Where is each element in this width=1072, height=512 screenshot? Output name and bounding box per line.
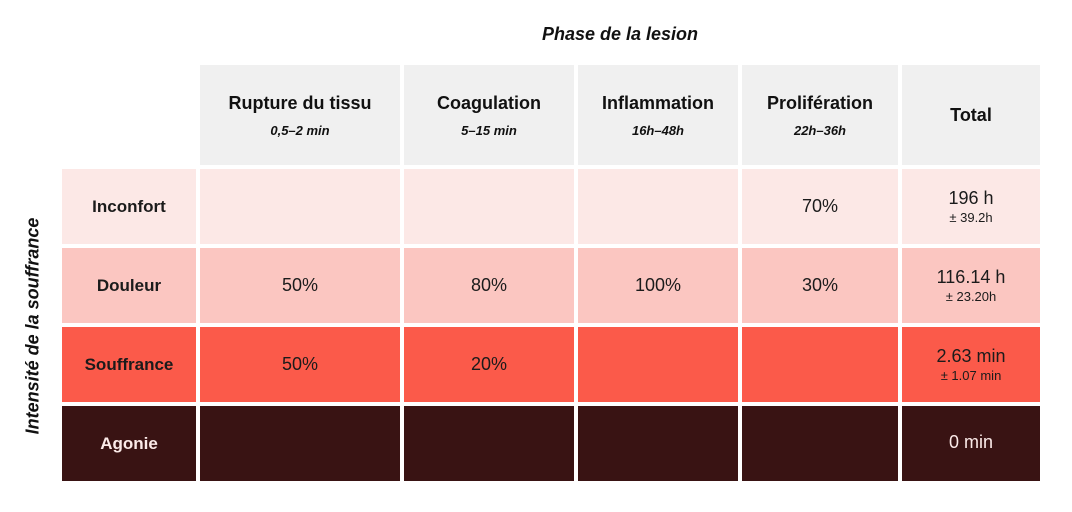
- heatmap-cell: 80%: [404, 248, 574, 323]
- column-header-inflammation: Inflammation 16h–48h: [578, 65, 738, 165]
- column-header-proliferation: Prolifération 22h–36h: [742, 65, 898, 165]
- total-error: ± 23.20h: [945, 289, 997, 304]
- total-value: 196 h: [948, 188, 994, 208]
- row-label-souffrance: Souffrance: [62, 327, 196, 402]
- total-cell: 0 min: [902, 406, 1040, 481]
- heatmap-cell: 100%: [578, 248, 738, 323]
- heatmap-cell: [200, 169, 400, 244]
- total-error: ± 1.07 min: [940, 368, 1002, 383]
- total-cell: 196 h ± 39.2h: [902, 169, 1040, 244]
- heatmap-cell: 20%: [404, 327, 574, 402]
- total-error: ± 39.2h: [949, 210, 993, 225]
- heatmap-cell: [578, 169, 738, 244]
- column-header-total: Total: [902, 65, 1040, 165]
- heatmap-cell: [742, 406, 898, 481]
- column-header-label: Coagulation: [437, 92, 541, 113]
- column-header-label: Rupture du tissu: [228, 92, 372, 113]
- column-header-range: 5–15 min: [461, 122, 517, 138]
- row-label-inconfort: Inconfort: [62, 169, 196, 244]
- heatmap-cell: [404, 169, 574, 244]
- column-header-range: 22h–36h: [793, 122, 847, 138]
- heatmap-cell: [200, 406, 400, 481]
- heatmap-cell: 50%: [200, 248, 400, 323]
- heatmap-cell: 70%: [742, 169, 898, 244]
- total-value: 0 min: [948, 432, 993, 452]
- row-label-agonie: Agonie: [62, 406, 196, 481]
- heatmap-cell: 30%: [742, 248, 898, 323]
- y-axis-label: Intensité de la souffrance: [22, 217, 43, 435]
- heatmap-cell: [578, 327, 738, 402]
- row-label-douleur: Douleur: [62, 248, 196, 323]
- column-header-rupture: Rupture du tissu 0,5–2 min: [200, 65, 400, 165]
- total-cell: 116.14 h ± 23.20h: [902, 248, 1040, 323]
- column-header-range: 16h–48h: [631, 122, 685, 138]
- heatmap-cell: [742, 327, 898, 402]
- heatmap-grid: Rupture du tissu 0,5–2 min Coagulation 5…: [62, 65, 1040, 481]
- heatmap-cell: [578, 406, 738, 481]
- corner-cell: [62, 65, 196, 165]
- column-header-label: Inflammation: [601, 92, 714, 113]
- column-header-label: Total: [950, 104, 992, 125]
- chart-title: Phase de la lesion: [541, 24, 699, 44]
- column-header-range: 0,5–2 min: [270, 122, 330, 138]
- heatmap-cell: 50%: [200, 327, 400, 402]
- total-cell: 2.63 min ± 1.07 min: [902, 327, 1040, 402]
- column-header-label: Prolifération: [766, 92, 873, 113]
- column-header-coagulation: Coagulation 5–15 min: [404, 65, 574, 165]
- total-value: 116.14 h: [936, 267, 1006, 287]
- total-value: 2.63 min: [936, 346, 1006, 366]
- heatmap-cell: [404, 406, 574, 481]
